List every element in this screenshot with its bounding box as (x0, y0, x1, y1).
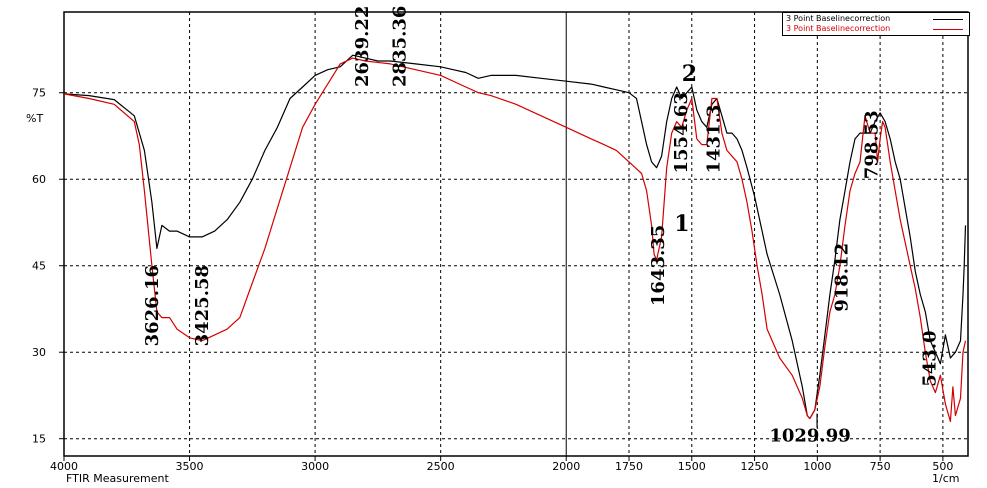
peak-labels: 3626.16 3425.58 2639.22 2835.36 1643.35 1554.… (142, 6, 941, 447)
peak-label: 2835.36 (390, 6, 411, 87)
x-tick-label: 3000 (301, 460, 329, 473)
legend: 3 Point Baselinecorrection 3 Point Basel… (782, 12, 970, 36)
series-layer (63, 54, 967, 422)
x-axis-unit: 1/cm (932, 472, 960, 485)
peak-label: 1029.99 (769, 426, 850, 447)
peak-label: 2639.22 (352, 6, 373, 87)
x-tick-label: 1750 (615, 460, 643, 473)
legend-entry-black: 3 Point Baselinecorrection (786, 14, 891, 23)
legend-line-black (933, 19, 963, 20)
series-line-black (63, 54, 967, 420)
y-tick-label: 75 (32, 87, 46, 100)
series-line-red (63, 57, 967, 422)
legend-entry-red: 3 Point Baselinecorrection (786, 24, 891, 33)
peak-label: 798.53 (862, 110, 883, 179)
legend-line-red (933, 29, 963, 30)
peak-label: 918.12 (832, 243, 853, 312)
x-tick-label: 4000 (50, 460, 78, 473)
peak-label: 3425.58 (192, 265, 213, 346)
x-tick-label: 3500 (176, 460, 204, 473)
peak-label: 1431.3 (703, 105, 724, 174)
x-tick-label: 1000 (803, 460, 831, 473)
y-tick-label: 45 (32, 260, 46, 273)
peak-label: 3626.16 (142, 265, 163, 346)
y-tick-label: 15 (32, 433, 46, 446)
y-axis-label: %T (26, 112, 44, 125)
peak-label: 1554.63 (671, 92, 692, 173)
peak-label: 543.0 (919, 330, 940, 386)
x-axis-caption: FTIR Measurement (66, 472, 169, 485)
peak-label: 1643.35 (648, 225, 669, 306)
x-tick-label: 1500 (678, 460, 706, 473)
x-tick-label: 2000 (552, 460, 580, 473)
y-tick-label: 30 (32, 346, 46, 359)
y-tick-label: 60 (32, 173, 46, 186)
x-tick-label: 1250 (741, 460, 769, 473)
peak-marker: 1 (674, 211, 689, 237)
x-tick-label: 2500 (427, 460, 455, 473)
x-tick-label: 500 (932, 460, 953, 473)
grid (64, 12, 968, 456)
x-tick-label: 750 (870, 460, 891, 473)
peak-marker: 2 (682, 61, 697, 87)
plot-frame (63, 11, 969, 457)
axis-ticks: 4000 3500 3000 2500 2000 1750 1500 1250 1000 750 5… (32, 87, 953, 473)
